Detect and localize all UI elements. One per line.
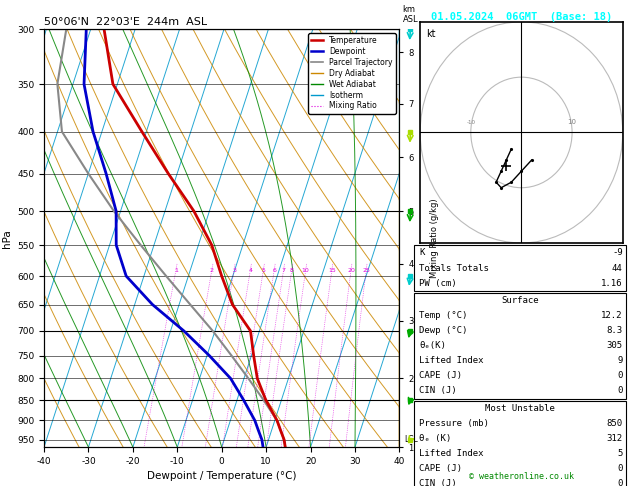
Legend: Temperature, Dewpoint, Parcel Trajectory, Dry Adiabat, Wet Adiabat, Isotherm, Mi: Temperature, Dewpoint, Parcel Trajectory… [308,33,396,114]
Text: 5: 5 [617,449,623,458]
Text: 9: 9 [617,356,623,365]
Text: 5: 5 [262,268,265,273]
Text: θₑ(K): θₑ(K) [419,341,446,350]
Text: 0: 0 [617,371,623,381]
Text: 850: 850 [606,419,623,428]
Text: CAPE (J): CAPE (J) [419,464,462,473]
Text: © weatheronline.co.uk: © weatheronline.co.uk [469,472,574,481]
Text: Totals Totals: Totals Totals [419,263,489,273]
Text: 01.05.2024  06GMT  (Base: 18): 01.05.2024 06GMT (Base: 18) [431,12,612,22]
Text: Pressure (mb): Pressure (mb) [419,419,489,428]
Text: 8: 8 [290,268,294,273]
Text: 4: 4 [248,268,252,273]
Text: kt: kt [426,29,436,38]
Text: 312: 312 [606,434,623,443]
Text: Dewp (°C): Dewp (°C) [419,326,467,335]
Text: CAPE (J): CAPE (J) [419,371,462,381]
Text: 6: 6 [272,268,276,273]
Text: Lifted Index: Lifted Index [419,449,484,458]
Text: LCL: LCL [404,435,418,444]
Text: 7: 7 [282,268,286,273]
Text: 8.3: 8.3 [606,326,623,335]
Text: Temp (°C): Temp (°C) [419,311,467,320]
Text: K: K [419,248,425,258]
Text: Most Unstable: Most Unstable [485,404,555,413]
Text: CIN (J): CIN (J) [419,479,457,486]
Text: 0: 0 [617,479,623,486]
Text: 44: 44 [612,263,623,273]
Text: 15: 15 [328,268,336,273]
Text: 305: 305 [606,341,623,350]
Text: 50°06'N  22°03'E  244m  ASL: 50°06'N 22°03'E 244m ASL [44,17,207,27]
X-axis label: Dewpoint / Temperature (°C): Dewpoint / Temperature (°C) [147,471,296,482]
Text: 2: 2 [210,268,214,273]
Text: -9: -9 [612,248,623,258]
Text: 20: 20 [347,268,355,273]
Text: PW (cm): PW (cm) [419,278,457,288]
Text: 0: 0 [617,386,623,396]
Text: -10: -10 [466,120,476,125]
Text: CIN (J): CIN (J) [419,386,457,396]
Text: Lifted Index: Lifted Index [419,356,484,365]
Text: θₑ (K): θₑ (K) [419,434,451,443]
Text: Mixing Ratio (g/kg): Mixing Ratio (g/kg) [430,198,438,278]
Text: 10: 10 [567,119,577,125]
Text: Surface: Surface [501,296,538,305]
Text: 0: 0 [617,464,623,473]
Text: 1: 1 [174,268,178,273]
Text: 25: 25 [362,268,370,273]
Text: 12.2: 12.2 [601,311,623,320]
Text: 3: 3 [232,268,236,273]
Text: 10: 10 [302,268,309,273]
Text: km
ASL: km ASL [403,5,418,24]
Text: 1.16: 1.16 [601,278,623,288]
Y-axis label: hPa: hPa [1,229,11,247]
